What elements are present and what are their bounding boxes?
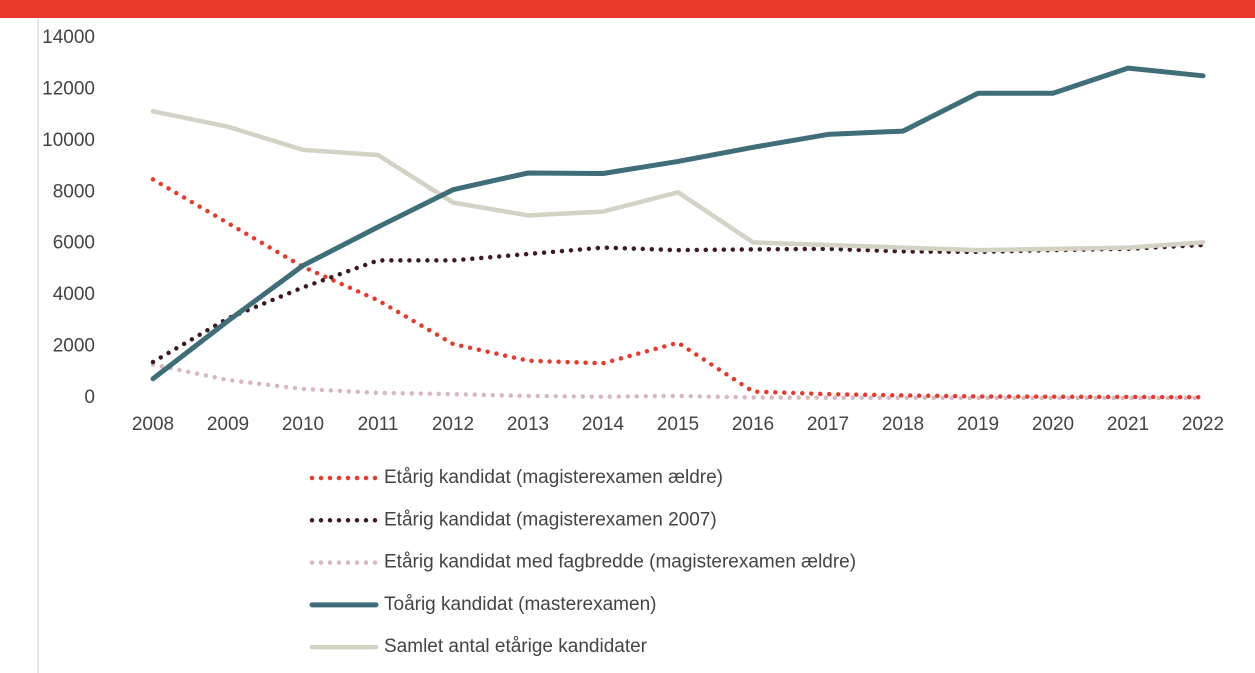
- x-tick-label: 2015: [657, 414, 699, 435]
- x-tick-label: 2010: [282, 414, 324, 435]
- series-line: [150, 65, 1206, 382]
- header-bar: [0, 0, 1255, 18]
- x-tick-label: 2014: [582, 414, 625, 435]
- x-tick-label: 2012: [432, 414, 474, 435]
- y-tick-label: 12000: [42, 78, 95, 99]
- x-tick-label: 2022: [1182, 414, 1224, 435]
- x-tick-label: 2020: [1032, 414, 1074, 435]
- y-tick-label: 0: [84, 387, 95, 408]
- y-tick-label: 10000: [42, 130, 95, 151]
- x-tick-label: 2013: [507, 414, 549, 435]
- x-tick-label: 2021: [1107, 414, 1149, 435]
- x-tick-label: 2016: [732, 414, 774, 435]
- x-tick-label: 2019: [957, 414, 999, 435]
- series-line: [150, 109, 1206, 253]
- x-tick-label: 2009: [207, 414, 249, 435]
- y-tick-label: 4000: [53, 284, 95, 305]
- y-tick-label: 2000: [53, 336, 95, 357]
- legend-label: Samlet antal etårige kandidater: [384, 636, 648, 657]
- legend-label: Toårig kandidat (masterexamen): [384, 594, 656, 615]
- series-line: [150, 362, 1206, 401]
- legend-label: Etårig kandidat med fagbredde (magistere…: [384, 552, 856, 573]
- x-tick-label: 2011: [358, 414, 399, 435]
- x-tick-label: 2008: [132, 414, 174, 435]
- y-tick-label: 8000: [53, 181, 95, 202]
- legend-label: Etårig kandidat (magisterexamen 2007): [384, 509, 717, 530]
- y-tick-label: 6000: [53, 233, 95, 254]
- y-tick-label: 14000: [42, 27, 95, 48]
- series-line: [150, 177, 1206, 400]
- x-tick-label: 2017: [807, 414, 849, 435]
- legend-label: Etårig kandidat (magisterexamen ældre): [384, 467, 723, 488]
- x-tick-label: 2018: [882, 414, 924, 435]
